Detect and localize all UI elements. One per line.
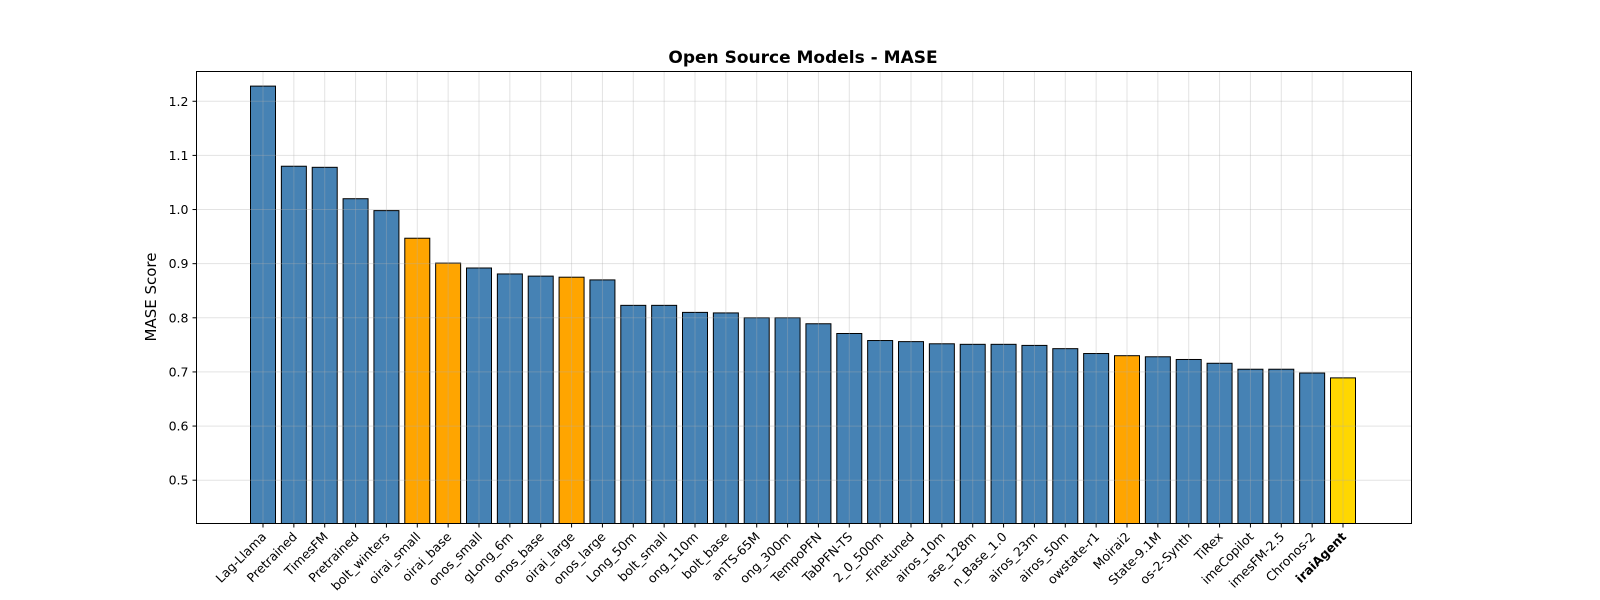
chart-title: Open Source Models - MASE bbox=[668, 48, 937, 68]
bar bbox=[1114, 355, 1140, 524]
bar bbox=[250, 85, 276, 524]
bar bbox=[466, 267, 492, 524]
bar bbox=[1237, 368, 1264, 524]
y-tick-label: 0.7 bbox=[169, 364, 189, 379]
y-axis-label: MASE Score bbox=[142, 253, 160, 342]
grid bbox=[196, 71, 1412, 524]
bar bbox=[1144, 356, 1171, 525]
bar bbox=[712, 312, 739, 524]
y-tick-label: 1.0 bbox=[169, 202, 189, 217]
plot-frame bbox=[196, 71, 1412, 524]
bar bbox=[558, 276, 585, 524]
y-tick-label: 0.5 bbox=[169, 473, 189, 488]
bar bbox=[1052, 348, 1079, 524]
y-tick-label: 1.2 bbox=[169, 94, 189, 109]
bar bbox=[805, 323, 832, 525]
bar bbox=[342, 198, 369, 524]
bar bbox=[1083, 353, 1110, 524]
y-tick-label: 0.6 bbox=[169, 419, 189, 434]
y-tick-label: 0.8 bbox=[169, 310, 189, 325]
x-ticks: Lag-LlamaPretrainedTimesFMPretrainedbolt… bbox=[213, 523, 1349, 593]
y-ticks: 0.5 0.6 0.7 0.8 0.9 1.0 1.1 1.2 bbox=[169, 94, 197, 488]
bar bbox=[589, 279, 616, 525]
bar bbox=[1021, 344, 1048, 524]
bar bbox=[928, 343, 955, 524]
bar bbox=[959, 343, 986, 524]
bar bbox=[651, 304, 678, 524]
bar bbox=[898, 341, 924, 524]
y-tick-label: 1.1 bbox=[169, 148, 189, 163]
bar bbox=[743, 317, 770, 524]
bar bbox=[774, 317, 801, 524]
bar bbox=[1330, 377, 1356, 524]
y-tick-label: 0.9 bbox=[169, 256, 189, 271]
bar bbox=[311, 166, 338, 524]
bar bbox=[867, 340, 894, 524]
bar bbox=[1175, 358, 1202, 524]
bar bbox=[280, 165, 307, 525]
bar bbox=[404, 237, 431, 525]
bar bbox=[836, 332, 863, 525]
bars bbox=[250, 85, 1356, 525]
bar bbox=[527, 275, 554, 524]
